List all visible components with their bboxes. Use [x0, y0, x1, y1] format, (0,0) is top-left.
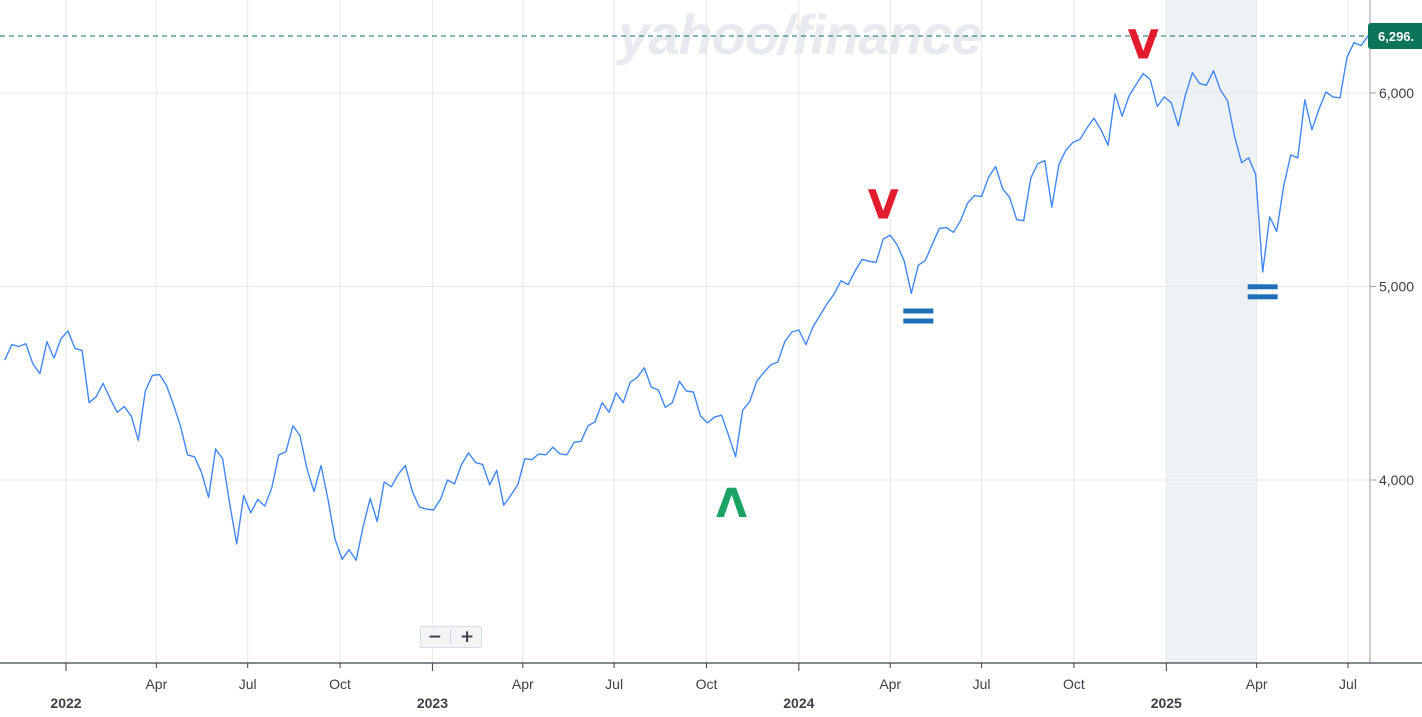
signal-markers: Λ V V [716, 23, 1278, 527]
x-tick-label: Apr [145, 676, 167, 692]
watermark-logo: yahoo/finance [615, 3, 982, 66]
hold-marker-icon [903, 308, 934, 324]
hold-marker-bar [903, 308, 934, 314]
x-tick-label: Jul [973, 676, 991, 692]
x-tick-label: Jul [1339, 676, 1357, 692]
x-tick-label: Apr [512, 676, 534, 692]
x-tick-label: Apr [879, 676, 901, 692]
x-year-label: 2023 [417, 695, 448, 711]
x-tick-label: Oct [696, 676, 718, 692]
series-line [4, 35, 1369, 561]
y-tick-label: 6,000 [1379, 85, 1414, 101]
gridlines [0, 0, 1370, 663]
hold-marker-bar [1247, 284, 1278, 290]
y-tick-label: 4,000 [1379, 472, 1414, 488]
x-tick-label: Jul [605, 676, 623, 692]
zoom-in-button[interactable]: + [460, 626, 475, 647]
zoom-out-button[interactable]: − [427, 626, 442, 647]
zoom-divider [450, 630, 452, 644]
buy-marker-icon: Λ [716, 481, 747, 527]
x-tick-label: Jul [239, 676, 257, 692]
zoom-control: − + [420, 626, 482, 648]
y-tick-label: 5,000 [1379, 279, 1414, 295]
current-price-tag[interactable]: 6,296. [1368, 23, 1422, 49]
x-year-label: 2022 [50, 695, 81, 711]
hold-marker-bar [903, 318, 934, 324]
sell-marker-icon: V [1128, 23, 1159, 69]
x-tick-label: Oct [329, 676, 351, 692]
hold-marker-bar [1247, 294, 1278, 300]
x-year-label: 2025 [1151, 695, 1182, 711]
shaded-period [1166, 0, 1257, 663]
x-axis: 2022 Apr Jul Oct 2023 Apr Jul Oct 2024 Apr Jul Oct 2… [50, 663, 1357, 711]
y-axis: 4,000 5,000 6,000 [1370, 85, 1414, 488]
sell-marker-icon: V [868, 182, 899, 228]
current-price-value: 6,296. [1378, 29, 1414, 44]
x-tick-label: Oct [1063, 676, 1085, 692]
x-tick-label: Apr [1246, 676, 1268, 692]
x-year-label: 2024 [783, 695, 814, 711]
hold-marker-icon [1247, 284, 1278, 300]
